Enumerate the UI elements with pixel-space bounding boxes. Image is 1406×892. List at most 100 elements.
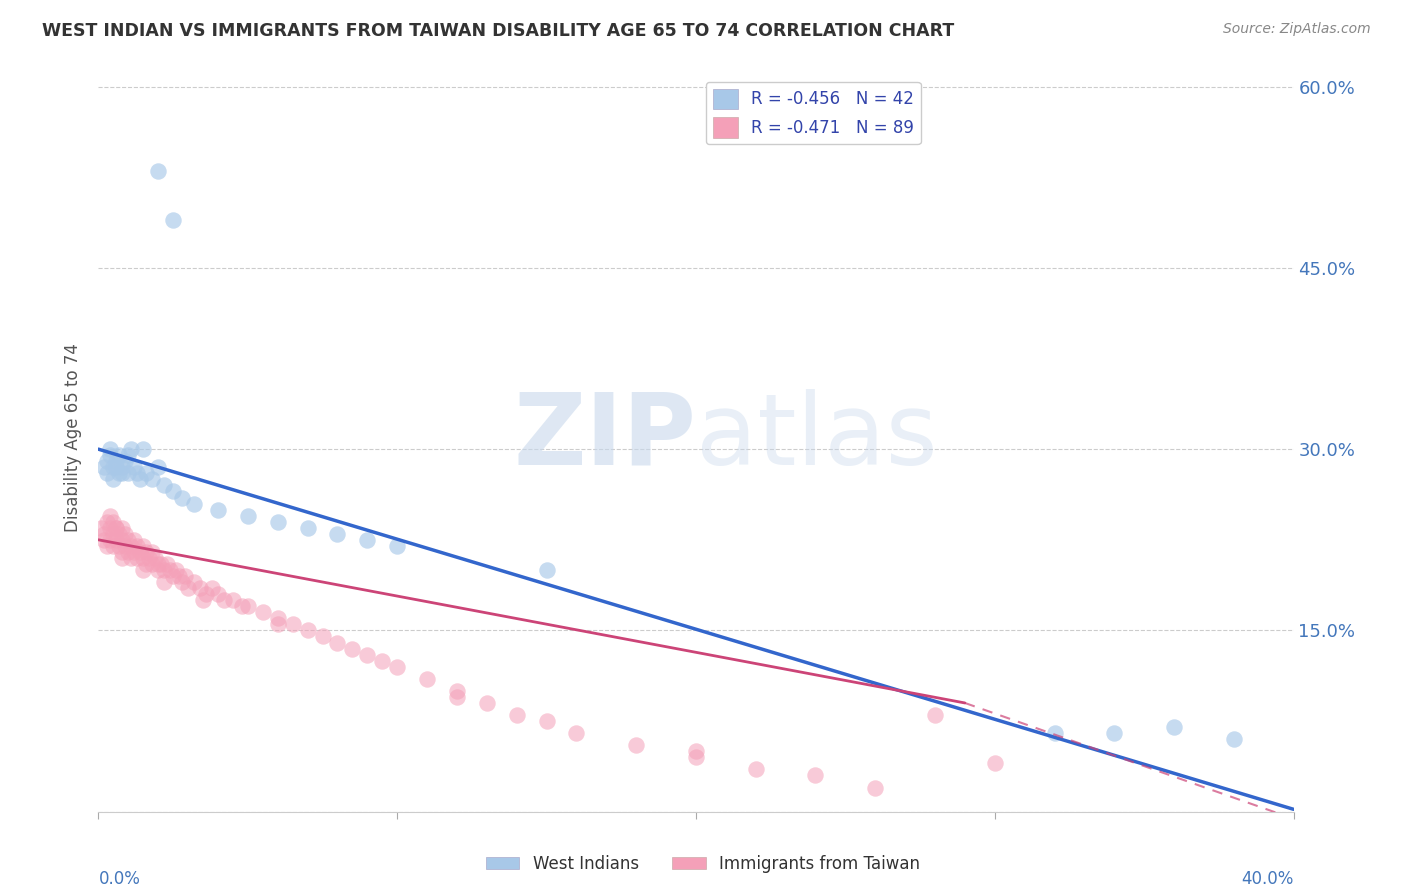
Point (153, 478, 176, 492)
Point (150, 557, 173, 571)
Point (103, 472, 125, 486)
Point (745, 763, 768, 777)
Point (371, 654, 394, 668)
Point (356, 533, 378, 547)
Point (114, 526, 136, 541)
Point (117, 467, 139, 481)
Point (103, 526, 125, 541)
Point (174, 569, 197, 583)
Point (117, 533, 139, 547)
Point (536, 714, 558, 728)
Point (111, 545, 134, 559)
Point (165, 563, 187, 577)
Point (297, 521, 319, 535)
Point (1223, 732, 1246, 747)
Point (162, 212, 184, 227)
Point (127, 467, 149, 481)
Point (984, 756, 1007, 771)
Point (108, 539, 131, 553)
Point (98, 508, 122, 523)
Point (98, 521, 122, 535)
Point (120, 442, 142, 457)
Point (167, 569, 190, 583)
Point (111, 533, 134, 547)
Point (132, 442, 155, 457)
Point (506, 708, 529, 723)
Point (103, 460, 125, 475)
Point (685, 750, 707, 764)
Point (207, 587, 229, 601)
Point (111, 521, 134, 535)
Point (565, 726, 588, 740)
Point (90, 521, 112, 535)
Text: 40.0%: 40.0% (1241, 870, 1294, 888)
Point (222, 593, 245, 607)
Point (96, 539, 118, 553)
Point (342, 641, 364, 656)
Point (143, 550, 166, 565)
Legend: West Indians, Immigrants from Taiwan: West Indians, Immigrants from Taiwan (479, 848, 927, 880)
Point (311, 630, 333, 644)
Point (212, 593, 235, 607)
Point (446, 684, 468, 698)
Point (132, 539, 155, 553)
Point (446, 690, 468, 704)
Point (172, 575, 194, 590)
Point (105, 533, 128, 547)
Point (326, 635, 349, 649)
Point (326, 526, 349, 541)
Point (148, 164, 170, 178)
Point (135, 557, 157, 571)
Point (177, 581, 200, 595)
Point (148, 563, 170, 577)
Point (108, 467, 131, 481)
Point (231, 599, 253, 614)
Point (297, 624, 319, 638)
Point (385, 659, 409, 673)
Point (98, 448, 122, 462)
Point (153, 575, 176, 590)
Text: Source: ZipAtlas.com: Source: ZipAtlas.com (1223, 22, 1371, 37)
Point (162, 484, 184, 499)
Point (183, 497, 205, 511)
Point (129, 472, 152, 486)
Point (385, 539, 409, 553)
Point (135, 467, 157, 481)
Point (120, 539, 142, 553)
Point (96, 454, 118, 468)
Point (148, 557, 170, 571)
Point (111, 467, 134, 481)
Point (148, 460, 170, 475)
Point (416, 672, 439, 686)
Point (252, 605, 274, 619)
Point (108, 526, 131, 541)
Point (207, 502, 229, 516)
Text: ZIP: ZIP (513, 389, 696, 485)
Point (105, 521, 128, 535)
Point (475, 696, 498, 710)
Point (153, 563, 176, 577)
Text: 0.0%: 0.0% (98, 870, 141, 888)
Text: atlas: atlas (696, 389, 938, 485)
Point (124, 460, 146, 475)
Point (103, 515, 125, 529)
Point (1163, 720, 1185, 734)
Point (105, 521, 128, 535)
Point (141, 557, 163, 571)
Point (103, 539, 125, 553)
Point (685, 744, 707, 758)
Point (98, 533, 122, 547)
Point (162, 569, 184, 583)
Text: WEST INDIAN VS IMMIGRANTS FROM TAIWAN DISABILITY AGE 65 TO 74 CORRELATION CHART: WEST INDIAN VS IMMIGRANTS FROM TAIWAN DI… (42, 22, 955, 40)
Point (93, 533, 115, 547)
Point (96, 515, 118, 529)
Point (924, 708, 946, 723)
Point (267, 611, 290, 625)
Point (105, 454, 128, 468)
Point (141, 545, 163, 559)
Point (536, 563, 558, 577)
Point (93, 526, 115, 541)
Point (804, 768, 827, 782)
Point (156, 557, 179, 571)
Point (96, 467, 118, 481)
